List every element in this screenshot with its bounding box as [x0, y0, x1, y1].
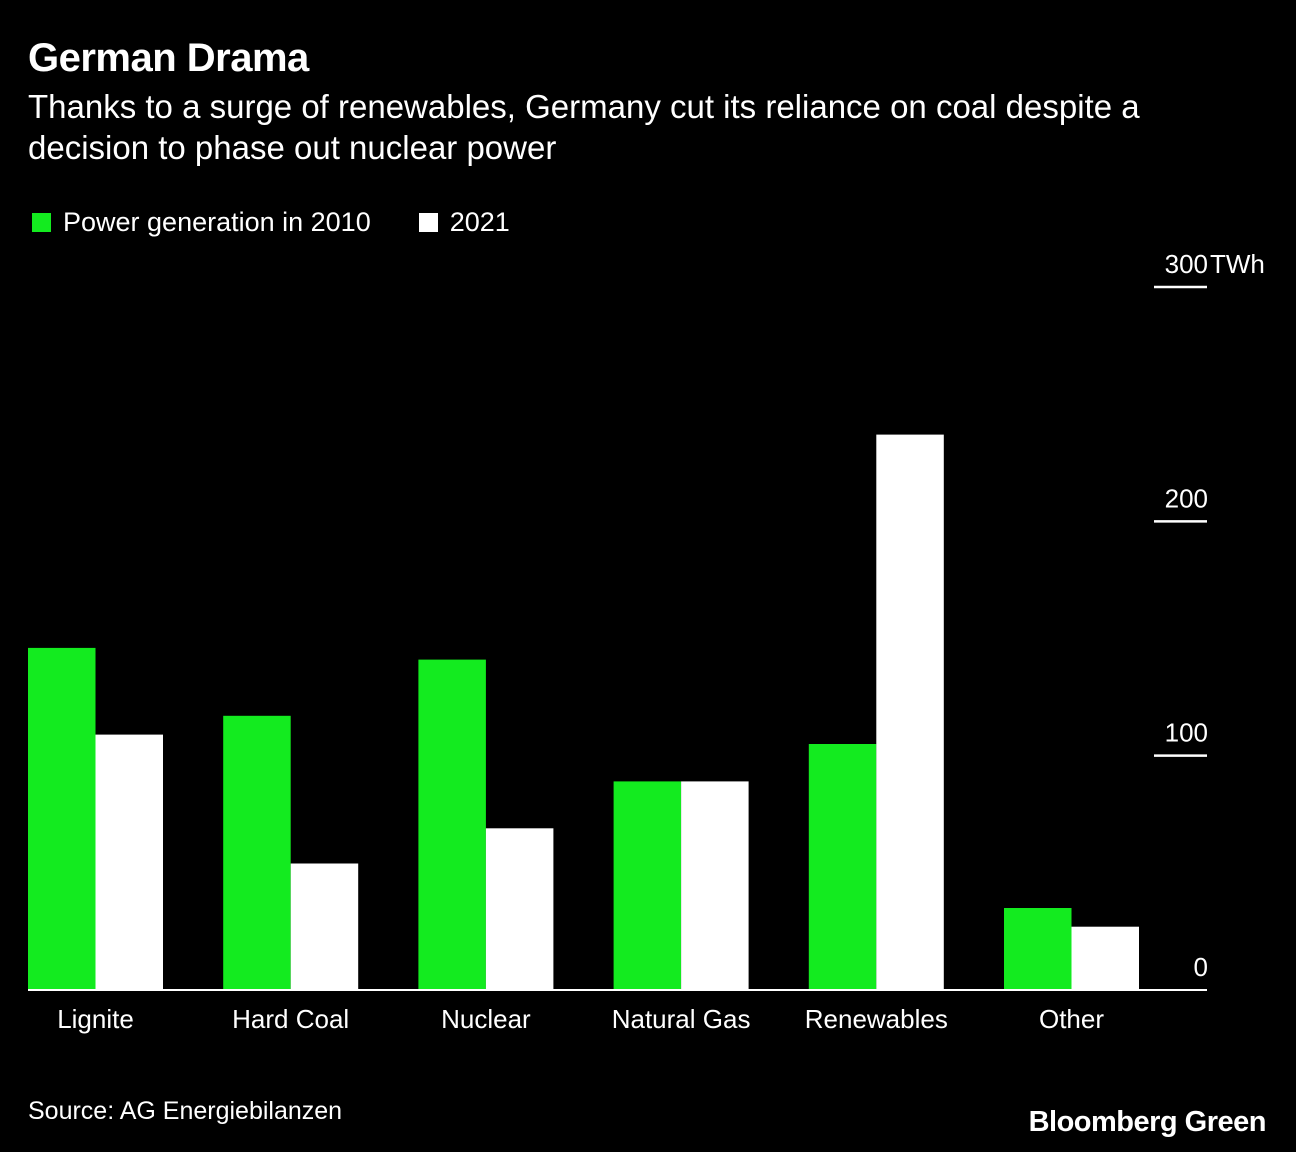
- bar-other-2010: [1004, 908, 1072, 990]
- legend-swatch-2010: [32, 212, 51, 232]
- bar-hard-coal-2021: [290, 863, 359, 990]
- bar-natural-gas-2021: [681, 781, 749, 990]
- x-tick-label-renewables: Renewables: [805, 1004, 948, 1034]
- bar-nuclear-2021: [485, 828, 554, 990]
- y-tick-label-300: 300: [1165, 249, 1208, 279]
- y-axis-unit: TWh: [1210, 249, 1265, 279]
- bar-lignite-2010: [28, 647, 96, 990]
- legend-label-2010: Power generation in 2010: [63, 206, 371, 237]
- bar-renewables-2021: [876, 434, 944, 991]
- chart-subtitle: Thanks to a surge of renewables, Germany…: [28, 88, 1140, 166]
- chart-title: German Drama: [28, 36, 309, 80]
- y-tick-label-200: 200: [1165, 483, 1208, 513]
- source-note: Source: AG Energiebilanzen: [28, 1097, 343, 1125]
- bar-lignite-2021: [95, 734, 163, 990]
- bar-nuclear-2010: [418, 659, 486, 990]
- bar-hard-coal-2010: [223, 715, 291, 990]
- legend-item-2021: 2021: [418, 206, 510, 238]
- y-tick-label-100: 100: [1165, 718, 1208, 748]
- bar-natural-gas-2010: [613, 781, 682, 990]
- x-tick-label-other: Other: [1039, 1004, 1104, 1034]
- y-tick-label-0: 0: [1194, 952, 1208, 982]
- legend-swatch-2021: [418, 212, 438, 232]
- x-tick-label-lignite: Lignite: [57, 1004, 134, 1034]
- legend-item-2010: Power generation in 2010: [32, 207, 371, 238]
- legend: Power generation in 2010 2021: [32, 205, 558, 239]
- x-tick-label-natural-gas: Natural Gas: [612, 1004, 751, 1034]
- x-tick-label-hard-coal: Hard Coal: [232, 1004, 349, 1034]
- bar-renewables-2010: [808, 744, 877, 990]
- brand-logo: Bloomberg Green: [1028, 1106, 1267, 1138]
- legend-label-2021: 2021: [449, 206, 510, 237]
- x-tick-label-nuclear: Nuclear: [441, 1004, 531, 1034]
- bar-other-2021: [1071, 926, 1139, 990]
